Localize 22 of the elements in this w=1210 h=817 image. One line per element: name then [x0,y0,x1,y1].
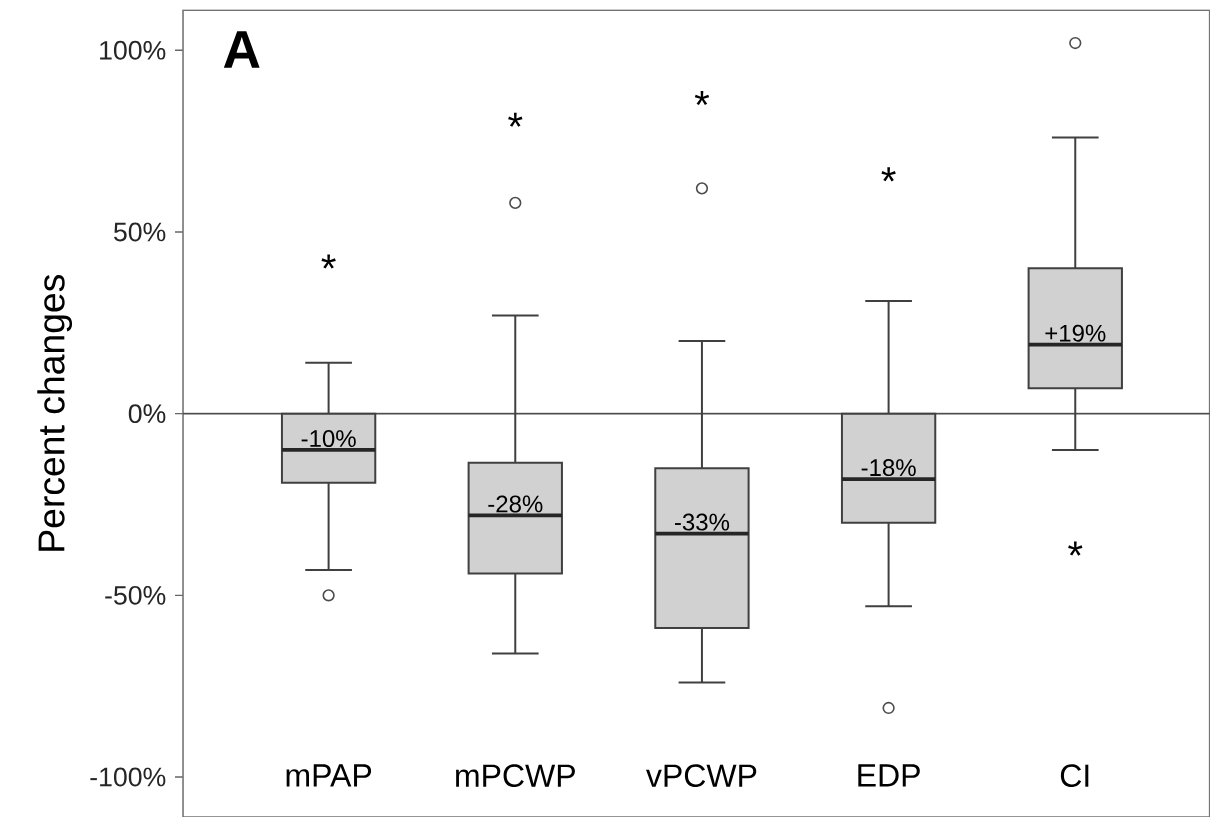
annotation: +19% [1045,324,1106,342]
annotation: -10% [301,430,356,448]
x-tick-label: mPAP [286,764,372,787]
x-tick-label: vPCWP [646,764,757,788]
y-axis-title: Percent changes [37,274,73,551]
annotation: -33% [674,513,730,531]
x-tick-label: EDP [858,764,920,787]
annotation: A [223,31,260,68]
annotation: * [1068,541,1083,556]
annotation: -28% [488,495,543,513]
annotation: * [508,112,523,127]
y-tick-label: 0% [128,404,166,424]
annotation: -18% [861,459,916,477]
annotation: * [881,167,896,182]
annotation: * [321,254,336,269]
y-tick-label: -100% [90,767,166,787]
y-tick-label: 100% [100,40,166,60]
x-tick-label: CI [1060,764,1089,788]
x-tick-label: mPCWP [456,764,575,788]
y-tick-label: 50% [113,222,166,242]
annotation: * [694,91,710,106]
y-tick-label: -50% [105,585,166,605]
